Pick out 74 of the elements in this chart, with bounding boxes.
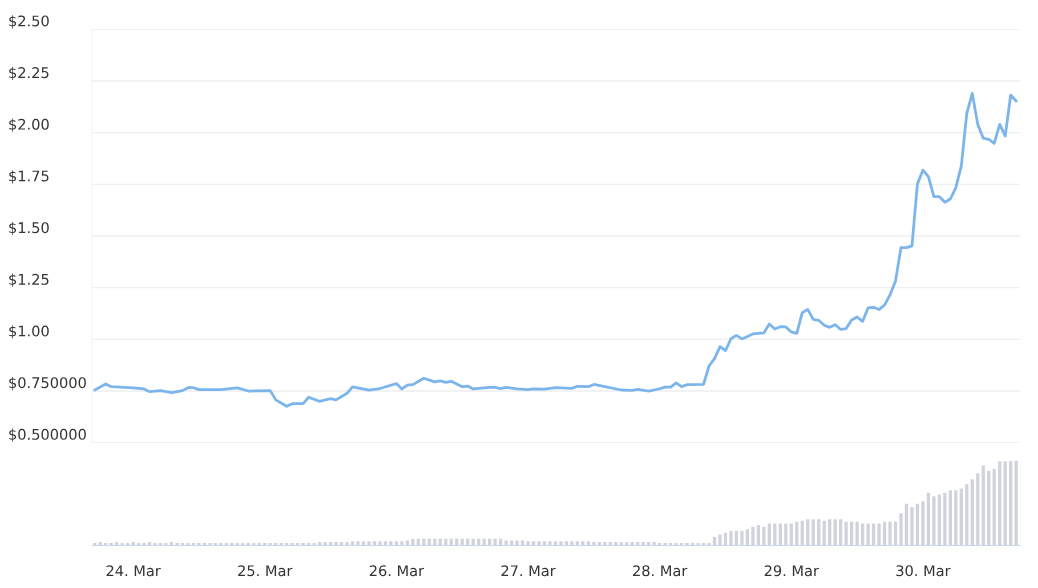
- bar: [526, 541, 530, 546]
- y-tick-label: $1.00: [9, 325, 49, 339]
- x-tick-label: 30. Mar: [896, 565, 951, 577]
- bar: [175, 542, 179, 546]
- y-tick-label: $1.50: [9, 221, 49, 236]
- x-tick-label: 28. Mar: [633, 565, 688, 577]
- bar: [164, 542, 168, 546]
- bar: [548, 541, 552, 546]
- bar: [866, 523, 870, 546]
- bar: [762, 526, 766, 546]
- bar: [756, 525, 761, 546]
- bar: [696, 542, 700, 546]
- bar: [400, 541, 404, 546]
- bar: [153, 542, 157, 546]
- bar: [515, 540, 519, 546]
- bar: [312, 542, 316, 546]
- bar: [230, 542, 234, 546]
- bar: [219, 542, 223, 546]
- bar: [389, 541, 393, 546]
- bar: [904, 503, 909, 546]
- x-tick-label: 27. Mar: [501, 565, 556, 577]
- bar: [751, 526, 755, 546]
- bar: [323, 542, 327, 546]
- bar: [537, 541, 541, 546]
- bar: [378, 541, 382, 546]
- bar: [740, 531, 744, 546]
- bar: [877, 523, 881, 546]
- x-tick-label: 25. Mar: [238, 565, 293, 577]
- bar: [356, 541, 360, 546]
- bar: [910, 507, 914, 546]
- bar: [707, 542, 711, 546]
- bar: [915, 503, 920, 546]
- bar: [345, 542, 349, 546]
- bar: [570, 541, 574, 546]
- bar: [855, 521, 859, 546]
- bar: [131, 542, 135, 546]
- x-tick-label: 24. Mar: [106, 565, 161, 577]
- bar: [685, 542, 689, 546]
- bar: [833, 519, 837, 546]
- y-tick-label: $2.25: [9, 66, 49, 81]
- bar: [926, 492, 931, 546]
- y-tick-label: $0.500000: [9, 428, 86, 442]
- bar: [581, 541, 585, 546]
- bar: [334, 542, 338, 546]
- bar: [932, 496, 936, 546]
- bar: [773, 523, 777, 546]
- y-tick-label: $1.75: [9, 170, 49, 184]
- y-tick-label: $2.00: [9, 118, 49, 132]
- y-tick-label: $2.50: [9, 15, 49, 29]
- bar: [197, 542, 201, 546]
- bar: [493, 538, 497, 546]
- bar: [888, 521, 892, 546]
- bar: [1014, 460, 1018, 546]
- y-tick-label: $0.750000: [9, 376, 86, 391]
- bar: [718, 534, 722, 546]
- bar: [745, 529, 750, 546]
- bar: [142, 542, 146, 546]
- bar: [729, 531, 733, 546]
- bar: [208, 542, 212, 546]
- bar: [921, 501, 925, 546]
- x-tick-label: 26. Mar: [369, 565, 425, 577]
- bar: [943, 492, 947, 546]
- bar: [899, 513, 903, 546]
- bar: [504, 540, 508, 546]
- bar: [674, 542, 678, 546]
- bar: [367, 541, 371, 546]
- y-tick-label: $1.25: [9, 273, 49, 287]
- bar: [871, 523, 876, 546]
- bar: [559, 541, 563, 546]
- bar: [844, 521, 848, 546]
- x-tick-label: 29. Mar: [764, 565, 819, 577]
- bar: [860, 523, 865, 546]
- bar: [186, 542, 190, 546]
- bar: [663, 542, 667, 546]
